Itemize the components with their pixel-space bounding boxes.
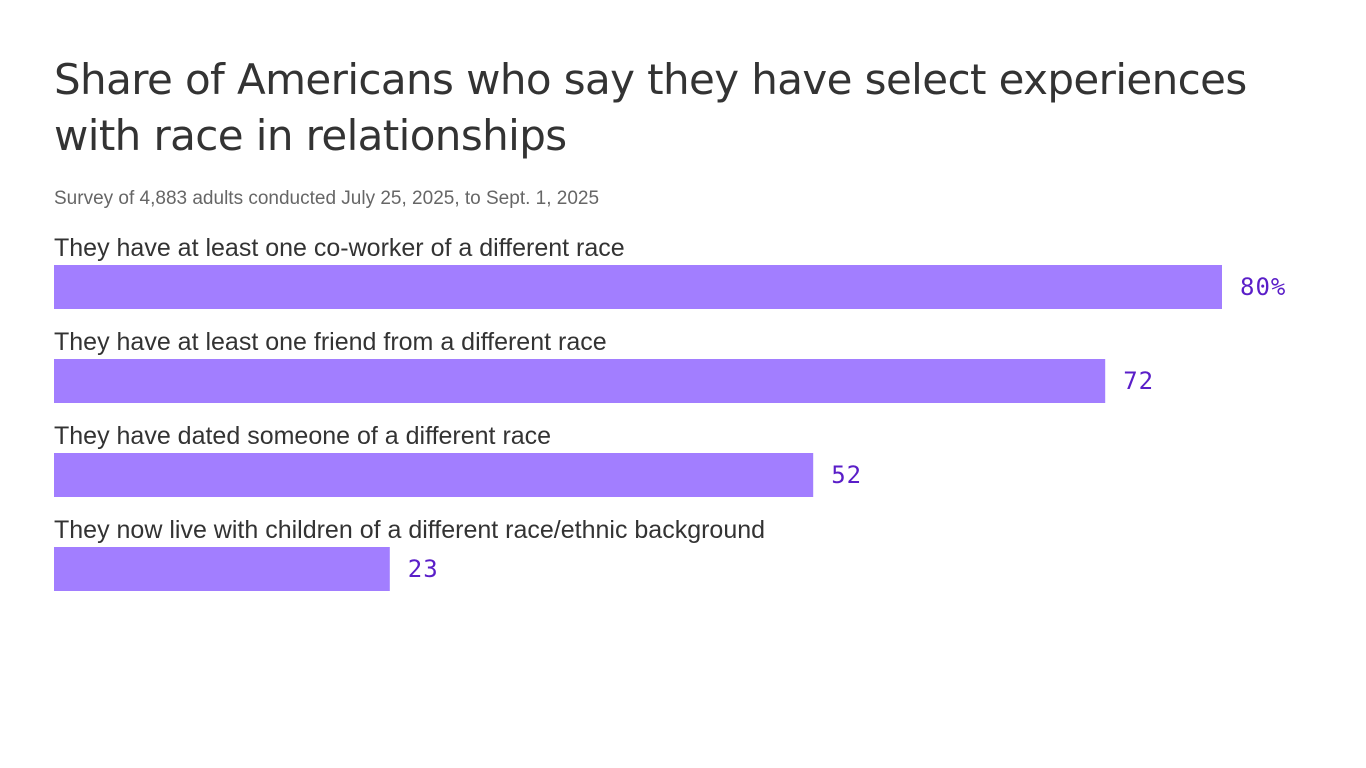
category-label: They have dated someone of a different r… bbox=[54, 422, 551, 450]
bar bbox=[54, 453, 814, 497]
value-label: 23 bbox=[408, 555, 439, 583]
value-label: 80% bbox=[1240, 273, 1286, 301]
value-label: 52 bbox=[831, 461, 862, 489]
bar bbox=[54, 359, 1106, 403]
category-label: They have at least one friend from a dif… bbox=[54, 328, 607, 356]
bar bbox=[54, 265, 1222, 309]
bar bbox=[54, 547, 390, 591]
category-label: They now live with children of a differe… bbox=[54, 516, 765, 544]
value-label: 72 bbox=[1123, 367, 1154, 395]
chart-subtitle: Survey of 4,883 adults conducted July 25… bbox=[54, 188, 600, 209]
category-label: They have at least one co-worker of a di… bbox=[54, 234, 625, 262]
chart-title: Share of Americans who say they have sel… bbox=[54, 55, 1247, 160]
